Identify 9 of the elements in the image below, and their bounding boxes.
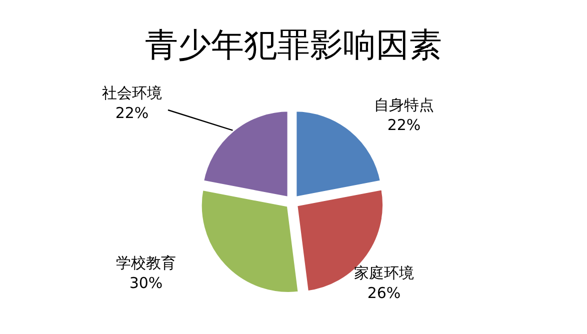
slice-label: 学校教育: [116, 254, 176, 272]
data-label: 22%: [115, 104, 149, 122]
slice-label: 家庭环境: [354, 264, 414, 282]
slice-label: 社会环境: [102, 84, 162, 102]
chart-title: 青少年犯罪影响因素: [145, 25, 442, 64]
data-label: 22%: [387, 116, 421, 134]
slice-label: 自身特点: [374, 96, 434, 114]
data-label: 30%: [129, 274, 163, 292]
data-label: 26%: [367, 284, 401, 302]
